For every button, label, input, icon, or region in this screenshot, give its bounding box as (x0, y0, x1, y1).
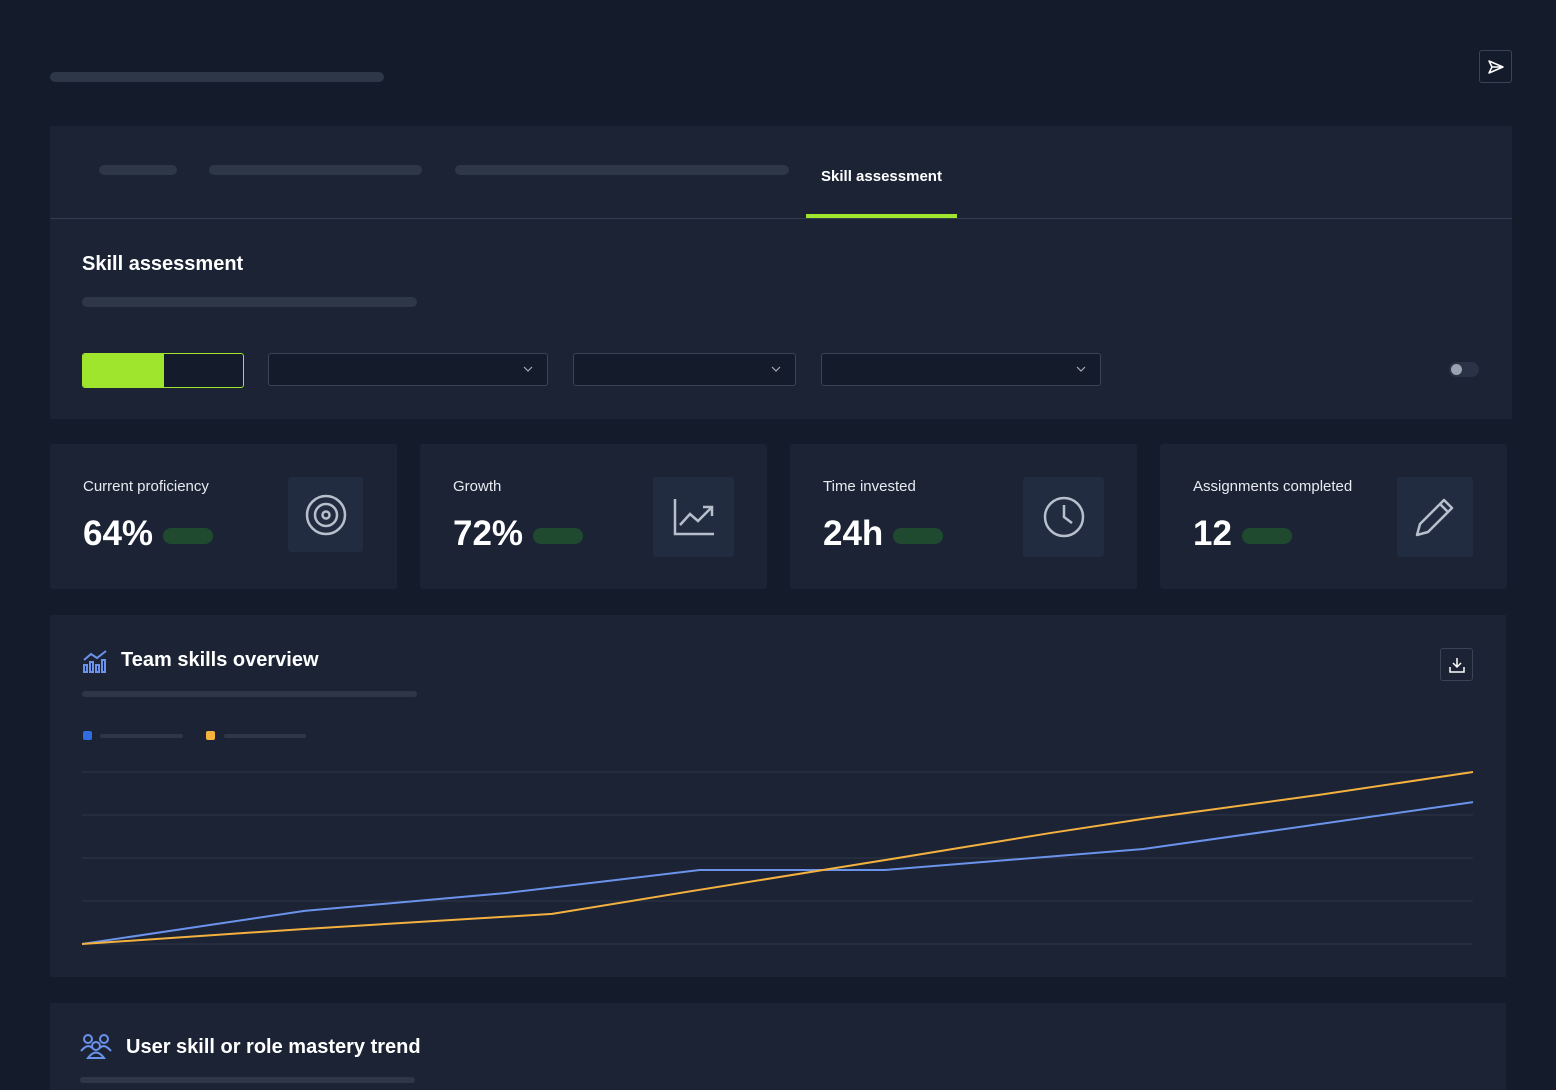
stat-number: 64% (83, 514, 154, 553)
section-title: User skill or role mastery trend (126, 1036, 421, 1058)
tab[interactable] (455, 165, 789, 175)
tab[interactable] (99, 165, 177, 175)
stat-value: 24h (823, 514, 944, 554)
icon (1023, 477, 1104, 557)
series-line (81, 771, 1474, 945)
tab-underline (806, 214, 957, 219)
send-button[interactable] (1479, 50, 1512, 83)
section-title: Skill assessment (82, 253, 244, 275)
legend-placeholder (100, 734, 183, 738)
segmented-toggle[interactable] (82, 353, 244, 388)
legend-swatch (83, 731, 92, 740)
stat-label: Time invested (823, 478, 916, 495)
stat-card: Current proficiency 64% (50, 444, 397, 589)
stat-card: Time invested 24h (790, 444, 1137, 589)
stat-value: 72% (453, 514, 584, 554)
stat-value: 12 (1193, 514, 1292, 554)
stat-label: Assignments completed (1193, 478, 1353, 495)
placeholder (50, 72, 384, 82)
series-line (81, 801, 1474, 945)
icon (288, 477, 363, 552)
stat-label: Growth (453, 478, 502, 495)
active-tab[interactable]: Skill assessment (821, 168, 942, 185)
stat-number: 24h (823, 514, 884, 553)
dropdown[interactable] (573, 353, 796, 386)
icon (653, 477, 734, 557)
download-button[interactable] (1440, 648, 1473, 681)
chart (81, 771, 1474, 945)
trend-panel: User skill or role mastery trend (50, 1003, 1506, 1090)
chart-title: Team skills overview (121, 649, 319, 671)
chart-icon (83, 650, 107, 673)
stat-value: 64% (83, 514, 214, 554)
icon (1397, 477, 1473, 557)
stat-card: Assignments completed 12 (1160, 444, 1507, 589)
stat-number: 12 (1193, 514, 1232, 553)
stat-number: 72% (453, 514, 524, 553)
stat-card: Growth 72% (420, 444, 767, 589)
stat-label: Current proficiency (83, 478, 209, 495)
legend-swatch (206, 731, 215, 740)
divider (50, 218, 1512, 219)
placeholder (82, 297, 417, 307)
dropdown[interactable] (821, 353, 1101, 386)
chart-panel: Team skills overview (50, 615, 1506, 977)
placeholder (82, 691, 417, 697)
legend-placeholder (224, 734, 306, 738)
placeholder (80, 1077, 415, 1083)
tab[interactable] (209, 165, 422, 175)
switch[interactable] (1449, 362, 1479, 377)
dropdown[interactable] (268, 353, 548, 386)
users-icon (80, 1034, 112, 1059)
